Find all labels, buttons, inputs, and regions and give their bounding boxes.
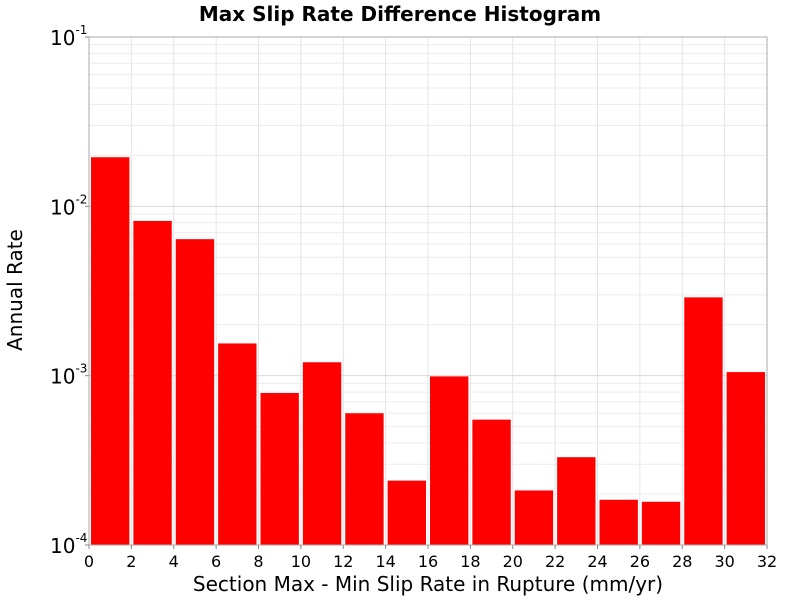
histogram-bar (599, 499, 638, 545)
histogram-bar (91, 157, 130, 545)
x-axis-ticks: 0 2 4 6 8 10 12 14 16 18 20 22 24 26 28 30 32 (84, 545, 777, 571)
x-axis-label: Section Max - Min Slip Rate in Rupture (… (193, 572, 663, 596)
histogram-bar (387, 480, 426, 545)
x-tick-label: 8 (253, 552, 263, 571)
x-tick-label: 32 (757, 552, 777, 571)
x-tick-label: 14 (375, 552, 395, 571)
x-tick-label: 20 (503, 552, 523, 571)
x-tick-label: 2 (126, 552, 136, 571)
chart-title: Max Slip Rate Difference Histogram (199, 2, 601, 26)
histogram-bar (684, 297, 723, 545)
histogram-bar (302, 362, 342, 545)
y-tick-label: 10-4 (50, 531, 87, 558)
x-tick-label: 4 (169, 552, 179, 571)
x-tick-label: 16 (418, 552, 438, 571)
histogram-bar (557, 457, 596, 545)
x-tick-label: 28 (672, 552, 692, 571)
histogram-bar (472, 419, 511, 545)
histogram-bar (175, 239, 215, 546)
x-tick-label: 30 (714, 552, 734, 571)
histogram-bar (260, 393, 299, 545)
x-tick-label: 12 (333, 552, 353, 571)
histogram-bar (514, 490, 554, 545)
x-tick-label: 26 (630, 552, 650, 571)
x-tick-label: 24 (587, 552, 607, 571)
histogram-bar (218, 343, 257, 545)
histogram-bar (641, 501, 681, 545)
x-tick-label: 0 (84, 552, 94, 571)
histogram-bar (430, 376, 469, 545)
y-axis-label: Annual Rate (3, 229, 27, 351)
histogram-bar (345, 413, 384, 545)
bars (91, 157, 765, 546)
x-tick-label: 18 (460, 552, 480, 571)
x-tick-label: 6 (211, 552, 221, 571)
x-tick-label: 10 (291, 552, 311, 571)
x-tick-label: 22 (545, 552, 565, 571)
histogram-bar (133, 220, 172, 545)
histogram-bar (726, 372, 765, 545)
